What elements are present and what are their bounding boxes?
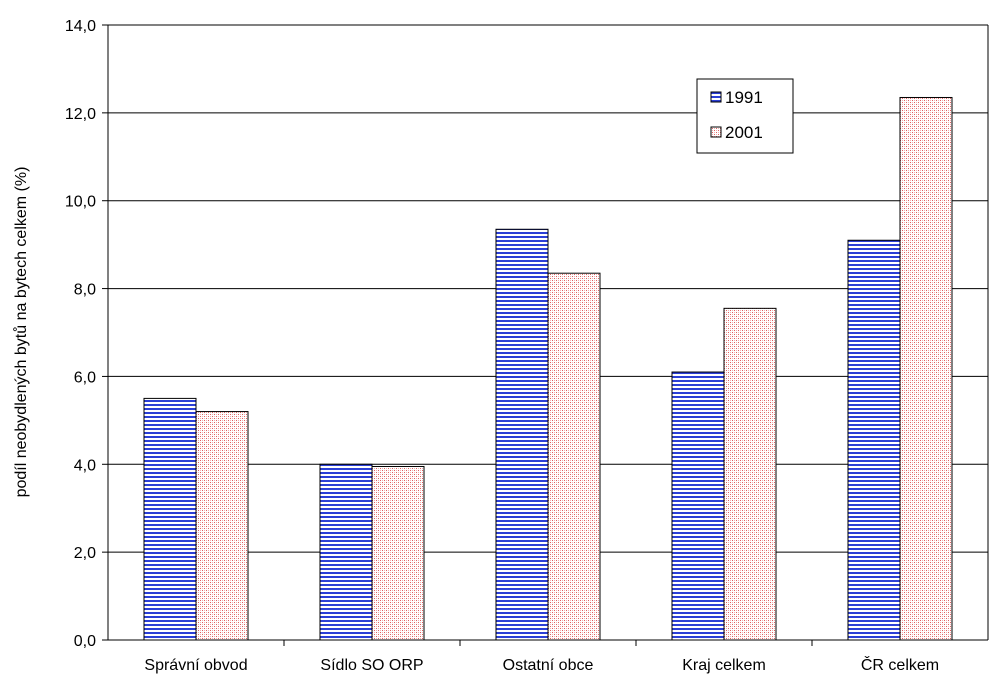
bar-2001 — [195, 411, 249, 641]
bar-2001 — [547, 272, 601, 641]
x-tick-label: ČR celkem — [861, 655, 939, 674]
y-tick-label: 8,0 — [74, 282, 96, 299]
x-tick-labels: Správní obvod Sídlo SO ORP Ostatní obce Kra… — [144, 655, 939, 674]
bars — [143, 96, 953, 641]
bar-1991 — [671, 371, 725, 641]
legend-swatch-1991 — [710, 91, 722, 103]
y-tick-label: 2,0 — [74, 545, 96, 562]
x-tick-label: Kraj celkem — [682, 657, 766, 674]
x-tick-label: Ostatní obce — [503, 657, 594, 674]
bar-2001 — [899, 96, 953, 641]
y-tick-label: 0,0 — [74, 633, 96, 650]
bar-2001 — [371, 465, 425, 641]
x-tick-label: Sídlo SO ORP — [320, 657, 423, 674]
axes — [107, 24, 989, 646]
legend-label-1991: 1991 — [725, 88, 763, 107]
bar-1991 — [319, 463, 373, 641]
y-tick-labels: 0,0 2,0 4,0 6,0 8,0 10,0 12,0 14,0 — [65, 18, 96, 650]
bar-1991 — [143, 397, 197, 641]
bar-2001 — [723, 307, 777, 641]
bar-1991 — [847, 239, 901, 641]
legend-swatch-2001 — [710, 126, 722, 138]
y-tick-label: 12,0 — [65, 106, 96, 123]
y-tick-label: 4,0 — [74, 457, 96, 474]
y-tick-label: 10,0 — [65, 194, 96, 211]
y-axis-label: podíl neobydlených bytů na bytech celkem… — [12, 167, 30, 498]
x-tick-label: Správní obvod — [144, 657, 247, 674]
y-tick-label: 14,0 — [65, 18, 96, 35]
legend-box — [696, 78, 794, 154]
legend-label-2001: 2001 — [725, 123, 763, 142]
legend: 1991 2001 — [696, 78, 794, 154]
y-tick-label: 6,0 — [74, 369, 96, 386]
bar-1991 — [495, 228, 549, 641]
